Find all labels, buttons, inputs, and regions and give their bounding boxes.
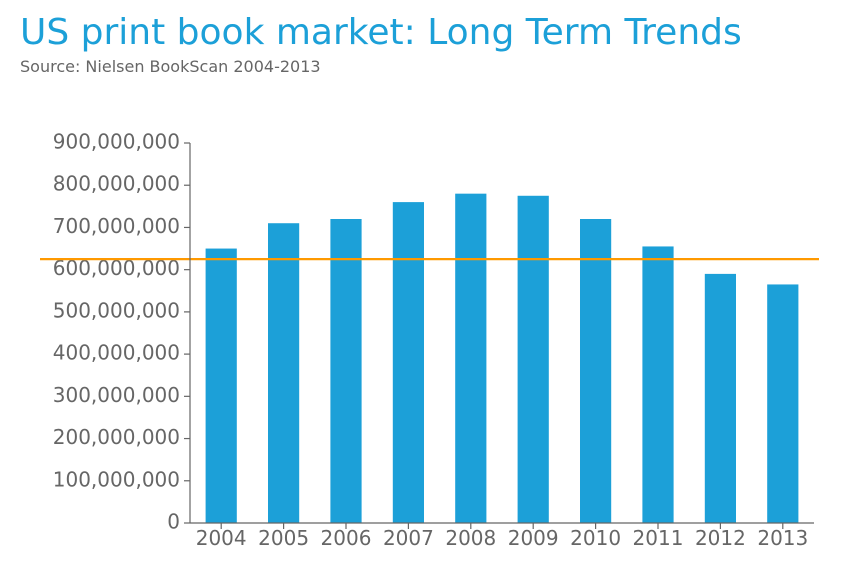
x-tick-label: 2013 [757,526,808,550]
x-tick-label: 2007 [383,526,434,550]
bar [705,274,736,523]
y-tick-label: 400,000,000 [53,341,180,365]
bar [518,196,549,523]
bar [393,202,424,523]
y-tick-label: 500,000,000 [53,298,180,322]
bar [580,219,611,523]
x-tick-label: 2010 [570,526,621,550]
y-tick-label: 300,000,000 [53,383,180,407]
bar [268,223,299,523]
y-tick-label: 100,000,000 [53,467,180,491]
y-tick-label: 700,000,000 [53,214,180,238]
y-tick-label: 0 [167,510,180,534]
chart-title: US print book market: Long Term Trends [20,10,834,53]
x-tick-label: 2008 [445,526,496,550]
x-tick-label: 2011 [633,526,684,550]
bar [767,284,798,523]
x-tick-label: 2006 [321,526,372,550]
y-tick-label: 800,000,000 [53,172,180,196]
y-tick-label: 200,000,000 [53,425,180,449]
chart-container: 0 100,000,000 200,000,000 300,000,000 400,00… [30,133,824,553]
bar-chart: 0 100,000,000 200,000,000 300,000,000 400,00… [30,133,824,553]
chart-subtitle: Source: Nielsen BookScan 2004-2013 [20,57,834,76]
bar [330,219,361,523]
bar [455,194,486,523]
x-tick-label: 2012 [695,526,746,550]
page: US print book market: Long Term Trends S… [0,0,854,573]
bar [642,246,673,523]
bar [206,249,237,523]
x-tick-label: 2009 [508,526,559,550]
x-tick-label: 2005 [258,526,309,550]
x-tick-label: 2004 [196,526,247,550]
y-tick-label: 900,000,000 [53,133,180,154]
